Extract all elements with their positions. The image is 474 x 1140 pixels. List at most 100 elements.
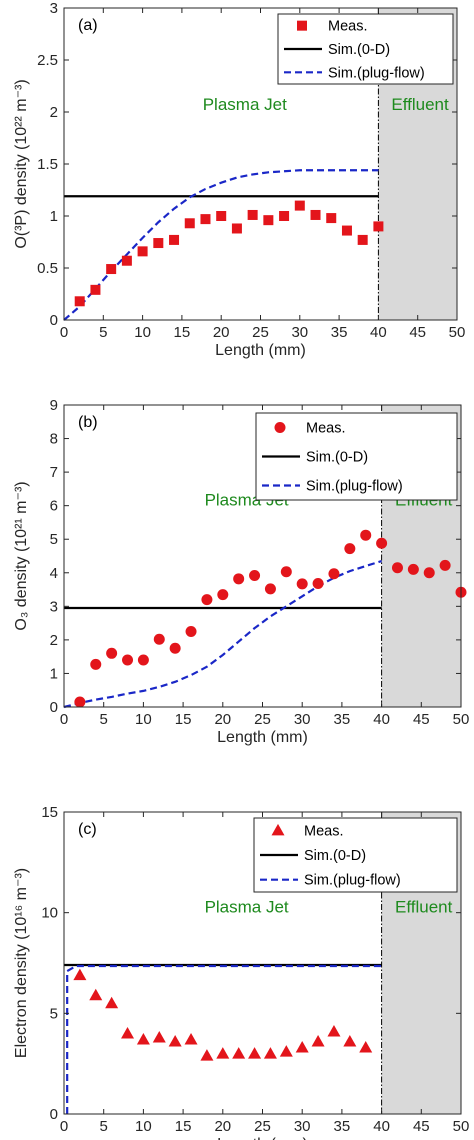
measurement-point [152,1030,166,1043]
measurement-point [357,234,368,245]
chart-panel-1: 0 5 10 15 20 25 30 35 40 45 50 0 0.5 1 1.5 2 2.5 3 Length … [13,0,465,359]
measurement-point [106,264,117,275]
sim-plug-flow-line [66,964,382,1114]
measurement-point [136,1033,150,1045]
measurement-point [280,566,292,578]
x-tick-label: 45 [413,1118,430,1135]
measurement-point [326,213,337,224]
measurement-point [169,642,181,654]
measurement-point [343,1035,357,1047]
effluent-annotation: Effluent [391,95,449,114]
measurement-point [216,211,227,221]
legend: Meas. Sim.(0-D) Sim.(plug-flow) [255,412,458,501]
measurement-point [233,573,245,585]
y-tick-label: 7 [50,464,58,481]
measurement-point [373,221,384,232]
legend-entry: Meas. [328,19,368,35]
legend-entry: Meas. [304,823,344,839]
measurement-point [279,1045,293,1057]
measurement-point [264,583,276,595]
measurement-point [122,654,134,666]
y-tick-label: 8 [50,431,58,448]
x-tick-label: 0 [60,711,68,728]
panel-label: (b) [78,414,98,431]
measurement-point [168,1035,182,1047]
x-tick-label: 0 [60,1118,68,1135]
x-tick-label: 10 [135,711,152,728]
measurement-point [73,968,87,981]
measurement-point [185,626,197,637]
measurement-point [106,647,118,659]
measurement-point [89,988,103,1001]
x-tick-label: 15 [175,711,192,728]
y-tick-label: 10 [41,905,58,922]
measurement-point [184,1033,198,1045]
x-axis-label: Length (mm) [217,729,308,746]
x-tick-label: 35 [334,1118,351,1135]
measurement-point [328,568,340,580]
x-axis-label: Length (mm) [217,1136,308,1140]
x-tick-label: 15 [175,1118,192,1135]
x-tick-label: 25 [252,324,269,341]
x-tick-label: 20 [214,1118,231,1135]
measurement-point [247,209,258,220]
legend-marker [271,823,285,836]
legend: Meas. Sim.(0-D) Sim.(plug-flow) [277,13,454,85]
measurement-point [169,234,180,245]
x-tick-label: 50 [453,1118,470,1135]
measurement-point [263,1047,277,1059]
measurement-point [74,696,86,708]
measurement-point [423,567,435,579]
legend-entry: Sim.(0-D) [328,42,390,58]
legend-marker [274,422,286,433]
y-tick-label: 2.5 [37,52,58,69]
sim-plug-flow-line [63,559,382,709]
x-tick-label: 10 [134,324,151,341]
x-tick-label: 40 [373,711,390,728]
x-tick-label: 20 [213,324,230,341]
x-tick-label: 30 [294,1118,311,1135]
measurement-point [295,1041,309,1053]
y-tick-label: 3 [50,598,58,615]
measurement-point [248,1047,262,1059]
legend-entry: Meas. [306,421,346,437]
measurement-point [90,658,102,670]
measurement-point [359,1041,373,1053]
x-tick-label: 35 [331,324,348,341]
measurement-point [201,594,213,606]
x-tick-label: 40 [373,1118,390,1135]
x-tick-label: 25 [254,1118,271,1135]
measurement-point [121,255,132,266]
x-tick-label: 35 [334,711,351,728]
x-axis-label: Length (mm) [215,342,306,359]
measurement-point [153,633,165,645]
sim-plug-flow-line [63,169,379,321]
measurement-point [279,211,290,221]
measurement-point [294,200,305,211]
x-tick-label: 20 [214,711,231,728]
x-tick-label: 0 [60,324,68,341]
measurement-point [90,284,101,295]
plasma-jet-annotation: Plasma Jet [205,898,289,917]
x-tick-label: 10 [135,1118,152,1135]
legend-entry: Sim.(0-D) [306,450,368,466]
y-tick-label: 0 [50,312,58,329]
panel-label: (a) [78,17,98,34]
legend-entry: Sim.(0-D) [304,848,366,864]
x-tick-label: 30 [291,324,308,341]
y-tick-label: 1 [50,665,58,682]
measurement-point [137,654,149,666]
measurement-point [184,218,195,229]
measurement-point [341,225,352,236]
measurement-point [296,578,308,590]
measurement-point [327,1024,341,1037]
measurement-point [231,223,242,234]
y-axis-label: O₃ density (10²¹ m⁻³) [13,481,30,630]
measurement-point [311,1035,325,1047]
y-tick-label: 0 [50,1106,58,1123]
x-tick-label: 40 [370,324,387,341]
x-tick-label: 25 [254,711,271,728]
legend: Meas. Sim.(0-D) Sim.(plug-flow) [253,817,458,893]
y-tick-label: 3 [50,0,58,17]
